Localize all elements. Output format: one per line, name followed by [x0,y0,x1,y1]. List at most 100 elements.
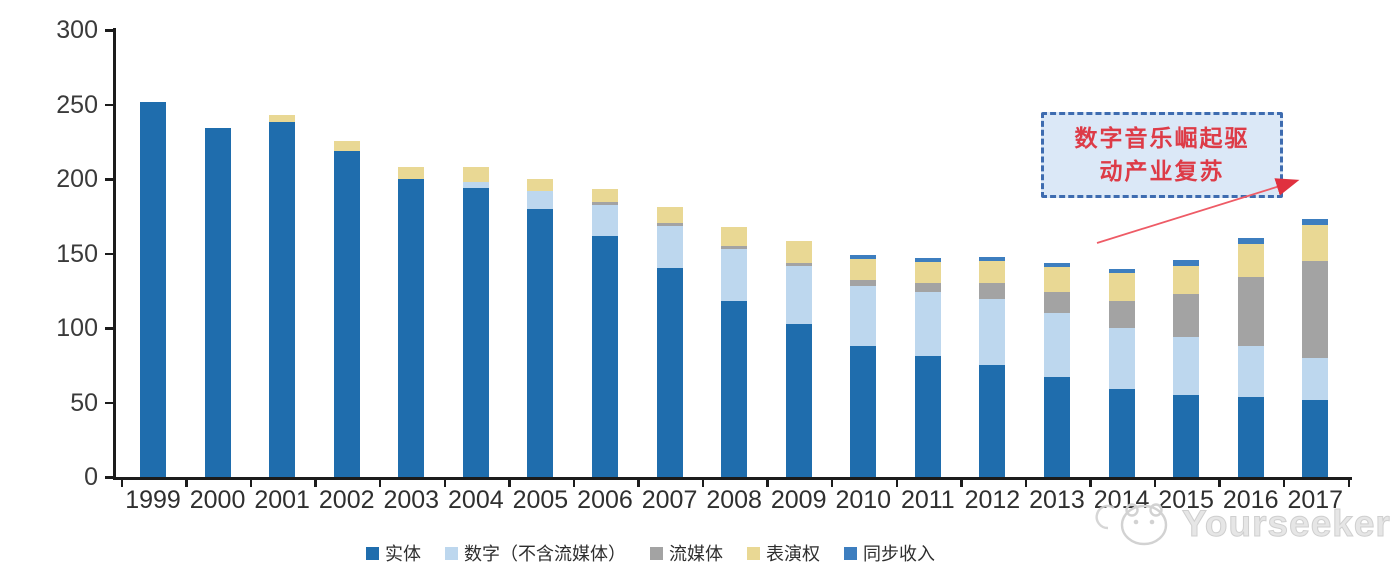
watermark-text: Yourseeker [1182,503,1391,545]
legend-label: 表演权 [766,544,820,564]
x-tick [701,479,705,487]
bar-segment-2014 [1109,328,1135,389]
legend: 实体 数字（不含流媒体） 流媒体 表演权 同步收入 [366,540,935,566]
x-axis-label: 2016 [1222,486,1279,514]
x-axis-label: 2015 [1158,486,1214,514]
x-axis-label: 2006 [577,486,633,514]
bar-segment-2008 [721,249,747,301]
bar-segment-2012 [979,299,1005,365]
x-tick [960,479,963,487]
bar-segment-2012 [979,283,1005,299]
bar-segment-2002 [334,141,360,151]
legend-item-4: 同步收入 [844,540,935,566]
bar-segment-2013 [1044,313,1070,377]
y-tick-label: 300 [56,16,98,44]
legend-item-2: 流媒体 [650,540,723,566]
bar-segment-2009 [786,324,812,477]
bar-segment-2013 [1044,267,1070,292]
x-tick [1282,479,1286,487]
x-tick [1089,479,1092,487]
bar-segment-2016 [1238,346,1264,397]
y-tick-label: 50 [70,388,98,417]
x-axis-label: 2013 [1029,486,1085,514]
bar-segment-1999 [140,102,166,477]
annotation-text-line2: 动产业复苏 [1099,158,1225,184]
bar-segment-2006 [592,236,618,477]
bar-segment-2014 [1109,301,1135,328]
bar-segment-2005 [527,191,553,209]
x-axis-label: 2005 [512,486,569,514]
legend-swatch-icon [445,546,458,560]
legend-label: 数字（不含流媒体） [464,544,626,564]
bar-segment-2001 [269,122,295,477]
bar-segment-2001 [269,115,295,122]
bar-segment-2000 [205,128,231,477]
x-tick [185,479,188,487]
bar-segment-2017 [1302,358,1328,400]
bar-segment-2011 [915,356,941,477]
bar-segment-2006 [592,205,618,236]
bar-segment-2007 [657,207,683,223]
bar-segment-2016 [1238,397,1264,477]
x-tick [1218,479,1221,487]
bar-segment-2007 [657,223,683,226]
x-axis-label: 2003 [383,486,440,514]
legend-item-1: 数字（不含流媒体） [445,540,626,566]
bar-segment-2009 [786,263,812,266]
bar-segment-2010 [850,255,876,259]
bar-segment-2011 [915,283,941,292]
bar-segment-2015 [1173,337,1199,395]
y-axis [113,28,116,479]
bar-segment-2013 [1044,263,1070,267]
x-axis [113,477,1352,480]
x-tick [508,479,511,487]
y-tick [105,327,113,330]
bar-segment-2010 [850,280,876,286]
watermark: Yourseeker [1094,498,1391,550]
x-tick [314,479,317,487]
bar-segment-2014 [1109,269,1135,273]
bar-segment-2012 [979,261,1005,283]
bar-segment-2015 [1173,260,1199,266]
legend-label: 流媒体 [669,544,723,564]
x-tick [1153,479,1157,487]
watermark-logo-icon [1095,503,1168,546]
bar-segment-2011 [915,258,941,262]
bar-segment-2004 [463,182,489,188]
bar-segment-2016 [1238,244,1264,277]
y-tick-label: 200 [56,165,98,193]
bar-segment-2004 [463,188,489,477]
y-tick-label: 100 [56,314,98,342]
bar-segment-2015 [1173,266,1199,294]
x-tick [895,479,899,487]
legend-swatch-icon [747,546,760,560]
y-tick [105,252,113,255]
x-axis-label: 2007 [641,486,698,514]
x-tick [830,479,834,487]
bar-segment-2010 [850,346,876,477]
legend-item-3: 表演权 [747,540,820,566]
bar-segment-2014 [1109,389,1135,477]
x-axis-label: 2012 [964,486,1021,514]
y-tick-label: 250 [56,90,98,119]
bar-segment-2014 [1109,273,1135,301]
x-axis-label: 2011 [900,486,955,514]
x-axis-label: 2000 [189,486,246,514]
x-axis-label: 2009 [770,486,827,514]
bar-segment-2007 [657,268,683,477]
bar-segment-2011 [915,292,941,356]
x-tick [1024,479,1028,487]
x-tick [766,479,769,487]
x-axis-label: 2001 [254,486,310,514]
x-tick [443,479,447,487]
bar-segment-2016 [1238,238,1264,244]
bar-segment-2012 [979,257,1005,261]
bar-segment-2003 [398,179,424,477]
bar-segment-2004 [463,167,489,182]
x-axis-label: 2017 [1287,486,1344,514]
bar-segment-2005 [527,179,553,191]
bar-segment-2013 [1044,292,1070,313]
y-tick [105,29,113,32]
x-axis-label: 2004 [448,486,504,514]
bar-segment-2017 [1302,225,1328,261]
